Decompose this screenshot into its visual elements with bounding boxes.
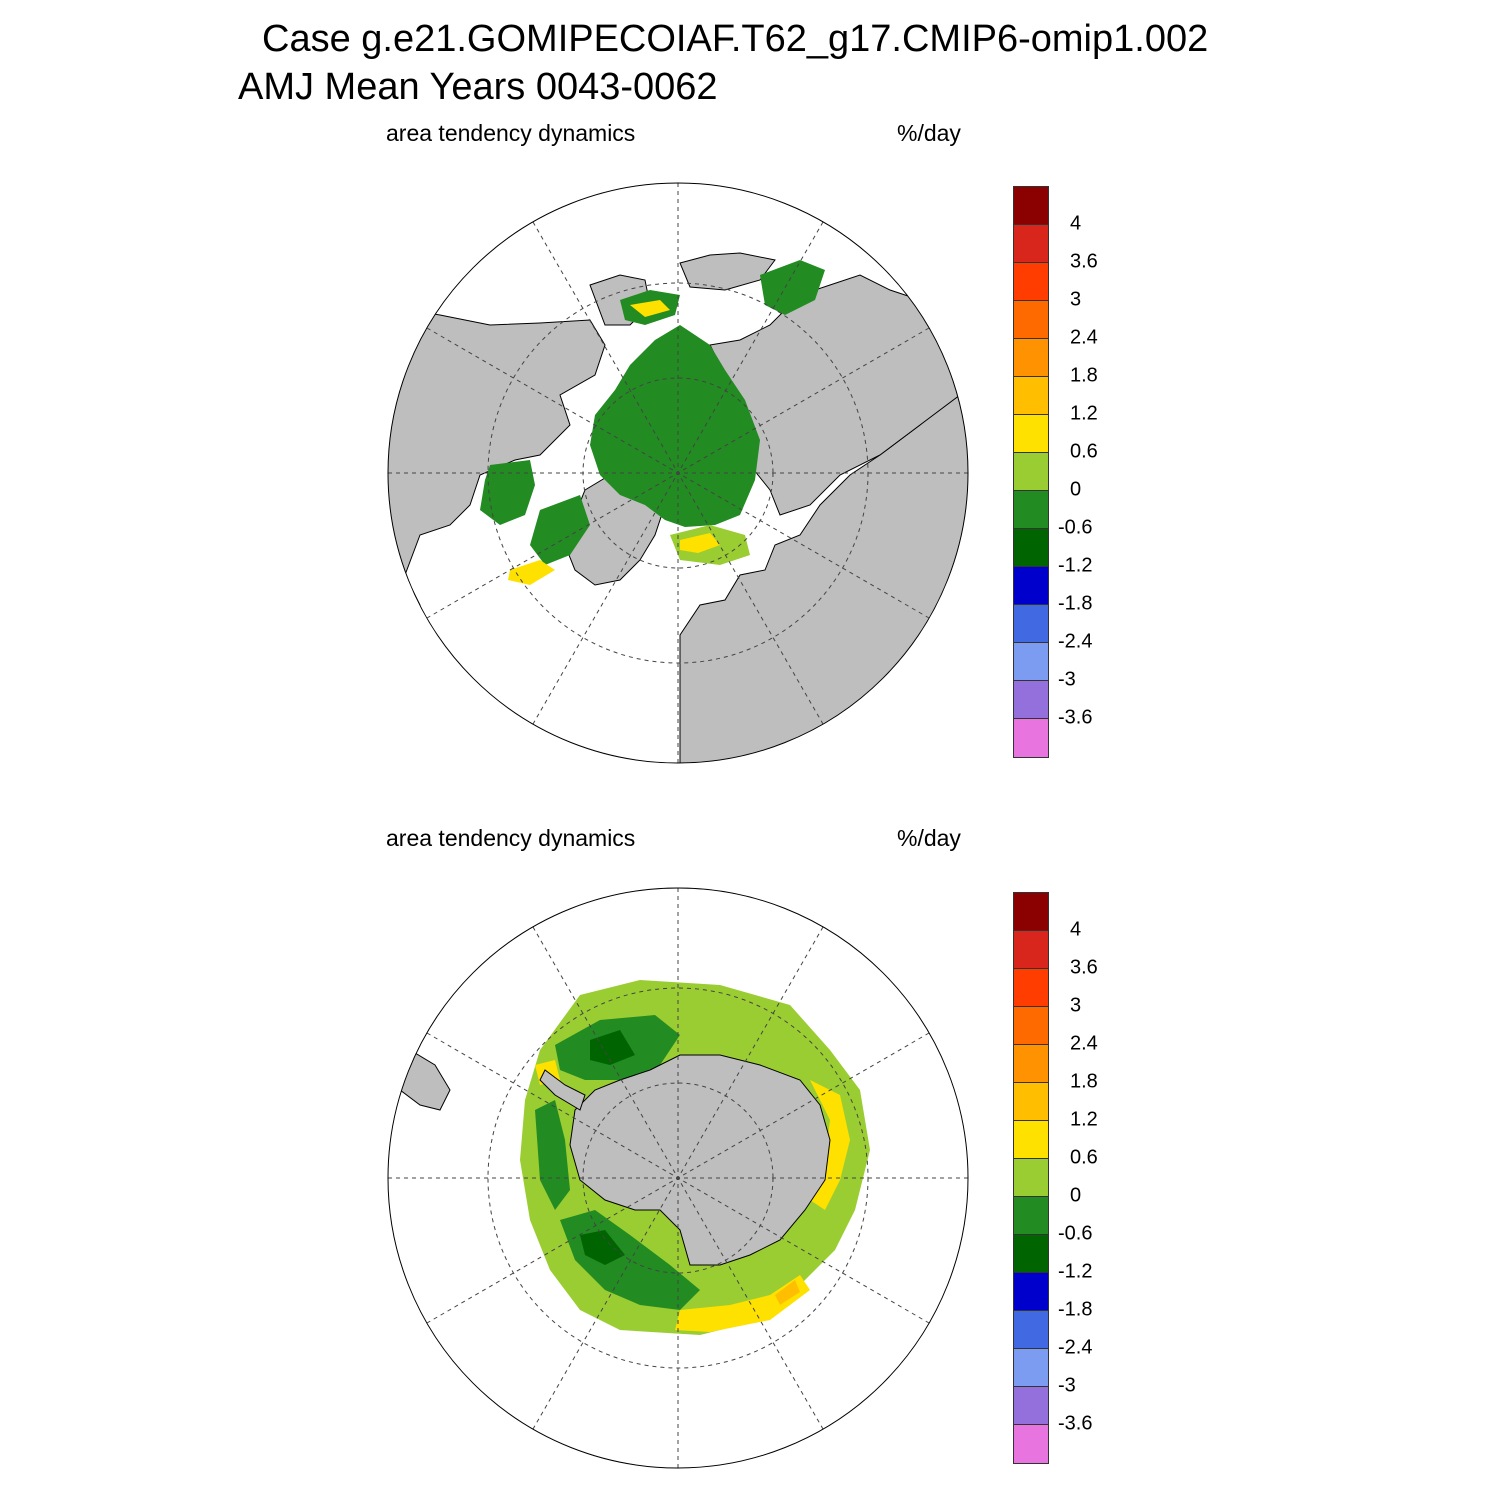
north-colorbar-box — [1013, 680, 1049, 719]
north-colorbar-tick-label: -2.4 — [1058, 630, 1093, 653]
title-case: Case g.e21.GOMIPECOIAF.T62_g17.CMIP6-omi… — [262, 18, 1209, 60]
north-graticule — [388, 183, 968, 763]
south-colorbar-box — [1013, 1082, 1049, 1121]
north-colorbar-tick-label: 0 — [1070, 478, 1082, 501]
south-colorbar-box — [1013, 1348, 1049, 1387]
north-colorbar-box — [1013, 262, 1049, 301]
north-colorbar-box — [1013, 186, 1049, 225]
south-colorbar-box — [1013, 1120, 1049, 1159]
north-land-chukotka — [679, 252, 776, 291]
north-colorbar-tick-label: 4 — [1070, 212, 1082, 235]
south-graticule — [388, 888, 968, 1468]
north-colorbar-box — [1013, 604, 1049, 643]
title-period: AMJ Mean Years 0043-0062 — [238, 66, 718, 108]
south-ice-pacific-orange — [775, 1280, 800, 1305]
south-colorbar-box — [1013, 1310, 1049, 1349]
north-polar-map — [387, 182, 969, 764]
south-colorbar-tick-label: -2.4 — [1058, 1336, 1093, 1359]
south-colorbar-tick-label: 2.4 — [1070, 1032, 1098, 1055]
north-colorbar-tick-label: -3.6 — [1058, 706, 1093, 729]
north-colorbar-box — [1013, 528, 1049, 567]
north-ice-edge-labrador — [508, 560, 555, 585]
south-variable-label: area tendency dynamics — [386, 825, 636, 851]
north-ice-okhotsk — [760, 260, 825, 315]
north-ice-hudson-bay — [480, 460, 535, 525]
north-colorbar-box — [1013, 642, 1049, 681]
south-colorbar-box — [1013, 1386, 1049, 1425]
south-colorbar-tick-label: -3 — [1058, 1374, 1076, 1397]
south-colorbar-box — [1013, 1272, 1049, 1311]
south-map-border — [387, 887, 969, 1469]
south-colorbar-tick-label: 4 — [1070, 918, 1082, 941]
north-map-border — [387, 182, 969, 764]
north-colorbar-tick-label: 3 — [1070, 288, 1082, 311]
south-land-antarctic-peninsula — [539, 1069, 586, 1111]
north-ice-edge-bering — [630, 300, 670, 317]
north-colorbar-box — [1013, 338, 1049, 377]
north-ice-edge-barents — [680, 533, 720, 553]
north-colorbar-box — [1013, 452, 1049, 491]
north-colorbar-tick-label: -0.6 — [1058, 516, 1093, 539]
north-colorbar-tick-label: 1.2 — [1070, 402, 1098, 425]
north-colorbar-tick-label: -1.2 — [1058, 554, 1093, 577]
south-colorbar-tick-label: -0.6 — [1058, 1222, 1093, 1245]
south-ice-bellingshausen — [535, 1100, 570, 1210]
south-colorbar-box — [1013, 1196, 1049, 1235]
south-colorbar-box — [1013, 968, 1049, 1007]
south-colorbar-tick-label: 0.6 — [1070, 1146, 1098, 1169]
north-variable-label: area tendency dynamics — [386, 120, 636, 146]
south-colorbar-tick-label: -1.2 — [1058, 1260, 1093, 1283]
south-ice-weddell-dark — [590, 1030, 635, 1065]
south-colorbar-tick-label: -3.6 — [1058, 1412, 1093, 1435]
north-colorbar-box — [1013, 718, 1049, 758]
north-colorbar-box — [1013, 414, 1049, 453]
north-colorbar-tick-label: 2.4 — [1070, 326, 1098, 349]
south-colorbar-tick-label: 1.8 — [1070, 1070, 1098, 1093]
south-colorbar-tick-label: -1.8 — [1058, 1298, 1093, 1321]
north-colorbar-box — [1013, 376, 1049, 415]
north-colorbar-tick-label: -1.8 — [1058, 592, 1093, 615]
north-colorbar-tick-label: 1.8 — [1070, 364, 1098, 387]
south-colorbar-box — [1013, 1424, 1049, 1464]
north-colorbar-box — [1013, 300, 1049, 339]
north-colorbar-tick-label: 3.6 — [1070, 250, 1098, 273]
south-colorbar-box — [1013, 1044, 1049, 1083]
south-colorbar-tick-label: 3 — [1070, 994, 1082, 1017]
south-colorbar-box — [1013, 1234, 1049, 1273]
north-ice-baffin — [530, 495, 590, 565]
south-colorbar-tick-label: 1.2 — [1070, 1108, 1098, 1131]
south-colorbar-tick-label: 3.6 — [1070, 956, 1098, 979]
south-colorbar-tick-label: 0 — [1070, 1184, 1082, 1207]
south-ice-ross-dark — [580, 1230, 625, 1265]
north-colorbar-tick-label: -3 — [1058, 668, 1076, 691]
north-colorbar-tick-label: 0.6 — [1070, 440, 1098, 463]
north-units-label: %/day — [897, 120, 961, 146]
north-colorbar-box — [1013, 490, 1049, 529]
south-polar-map — [387, 887, 969, 1469]
south-ice-pacific-edge — [675, 1275, 810, 1332]
north-ice-arctic-basin — [590, 325, 760, 527]
south-colorbar-box — [1013, 1006, 1049, 1045]
south-colorbar-box — [1013, 892, 1049, 931]
south-units-label: %/day — [897, 825, 961, 851]
south-colorbar-box — [1013, 930, 1049, 969]
north-colorbar-box — [1013, 566, 1049, 605]
south-colorbar-box — [1013, 1158, 1049, 1197]
north-colorbar-box — [1013, 224, 1049, 263]
south-land-antarctica — [569, 1054, 831, 1266]
